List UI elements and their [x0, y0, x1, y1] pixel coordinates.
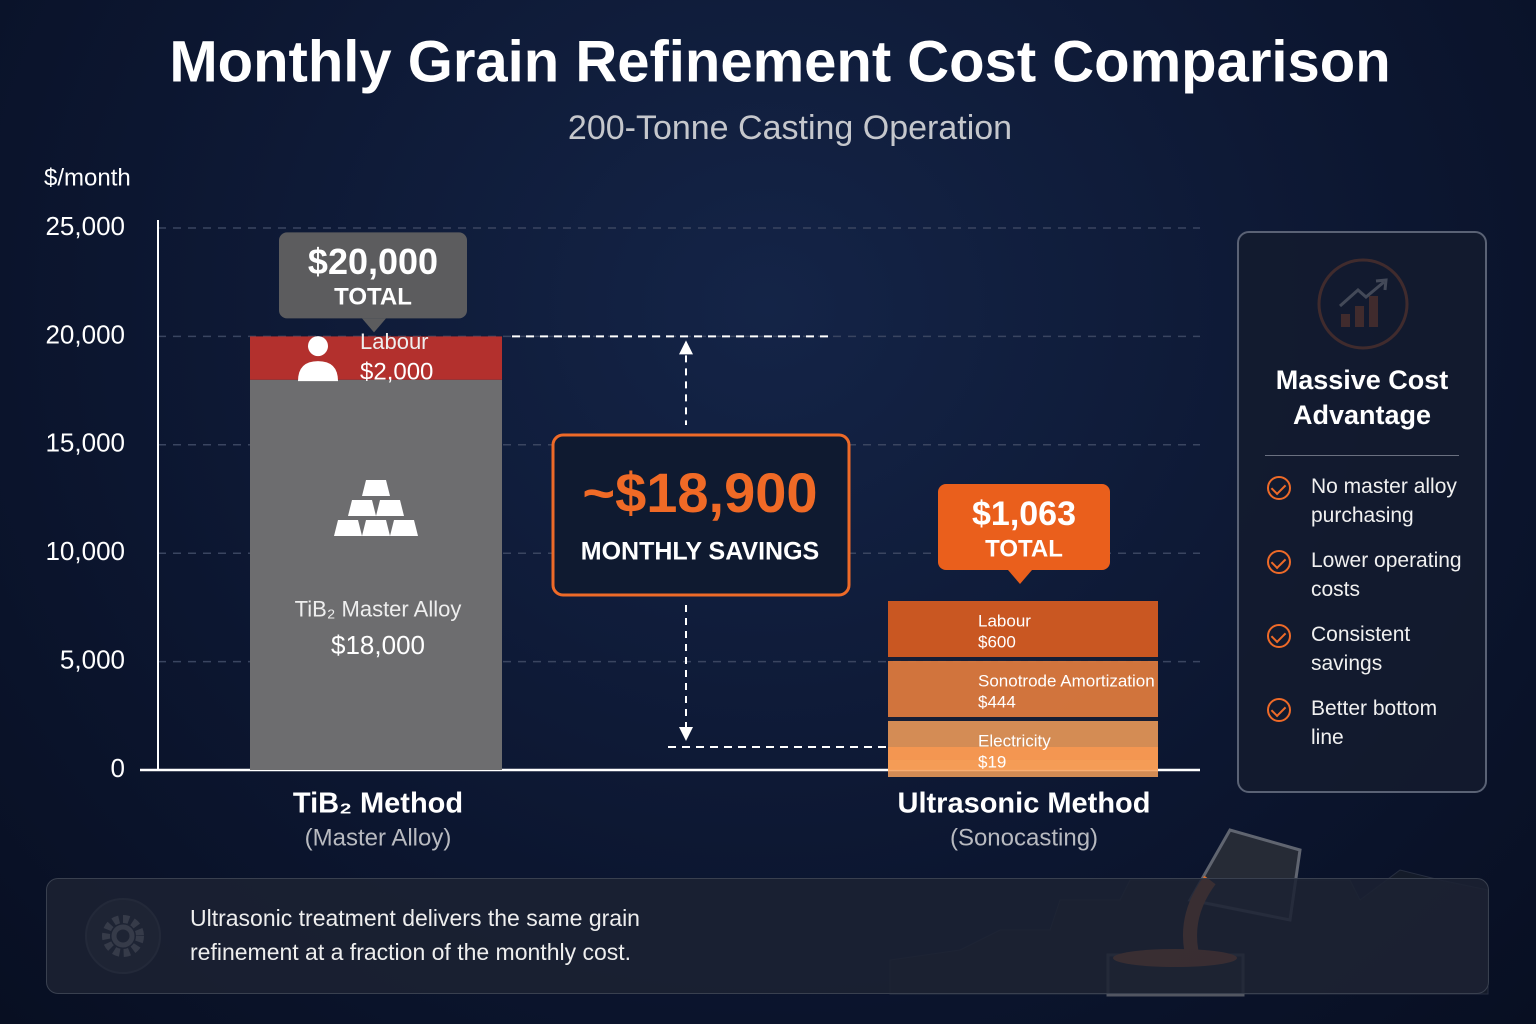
segment-key [888, 661, 1158, 717]
total-value: $1,063 [972, 495, 1076, 533]
gold-bar [390, 520, 418, 536]
segment-key [888, 601, 1158, 657]
arrow-head [679, 340, 693, 355]
y-tick-label: 10,000 [45, 536, 125, 566]
segment-name: Labour [978, 611, 1031, 630]
arrow-head [679, 726, 693, 741]
category-label: Ultrasonic Method [898, 788, 1151, 820]
y-tick-label: 25,000 [45, 211, 125, 241]
y-axis-label: $/month [44, 164, 131, 191]
gold-bar [362, 480, 390, 496]
category-subtitle: (Master Alloy) [305, 824, 452, 851]
gold-bar [334, 520, 362, 536]
total-label: TOTAL [985, 535, 1063, 562]
bar-segment [250, 336, 502, 380]
segment-key [888, 721, 1158, 777]
worker-icon [308, 336, 328, 357]
savings-value: ~$18,900 [582, 461, 817, 524]
gold-bar [376, 500, 404, 516]
total-callout [279, 232, 467, 319]
total-label: TOTAL [334, 284, 412, 311]
callout-pointer [1008, 570, 1032, 584]
benefit-list: No master alloy purchasing Lower operati… [1239, 472, 1485, 752]
segment-value: $600 [978, 632, 1016, 651]
gold-bar [348, 500, 376, 516]
side-panel: Massive Cost Advantage No master alloy p… [1237, 231, 1487, 793]
savings-box [551, 433, 851, 597]
callout-pointer [362, 318, 386, 333]
divider [1265, 455, 1459, 456]
segment-value: $19 [978, 752, 1006, 771]
y-tick-label: 20,000 [45, 319, 125, 349]
panel-title: Massive Cost Advantage [1275, 365, 1449, 430]
total-callout [938, 484, 1110, 570]
segment-name: Labour [360, 329, 429, 354]
bar-segment [250, 379, 502, 770]
benefit-item: Lower operating costs [1267, 546, 1469, 604]
segment-name: Sonotrode Amortization [978, 671, 1155, 690]
category-subtitle: (Sonocasting) [950, 824, 1098, 851]
segment-value: $444 [978, 692, 1016, 711]
savings-label: MONTHLY SAVINGS [581, 538, 819, 566]
footer: Ultrasonic treatment delivers the same g… [46, 878, 1489, 994]
category-label: TiB₂ Method [293, 788, 463, 820]
benefit-item: Better bottom line [1267, 694, 1469, 752]
gold-bars-icon [334, 480, 418, 536]
benefit-item: No master alloy purchasing [1267, 472, 1469, 530]
footer-text: Ultrasonic treatment delivers the same g… [190, 905, 640, 965]
segment-value: $18,000 [331, 630, 425, 660]
total-value: $20,000 [308, 241, 438, 282]
segment-name: Electricity [978, 731, 1051, 750]
worker-icon [298, 361, 338, 382]
y-tick-label: 0 [111, 753, 125, 783]
gold-bar [362, 520, 390, 536]
benefit-item: Consistent savings [1267, 620, 1469, 678]
y-tick-label: 5,000 [60, 644, 125, 674]
segment-value: $2,000 [360, 358, 433, 385]
chart-title: Monthly Grain Refinement Cost Comparison [169, 29, 1390, 94]
chart-subtitle: 200-Tonne Casting Operation [568, 109, 1012, 147]
y-tick-label: 15,000 [45, 428, 125, 458]
segment-name: TiB₂ Master Alloy [295, 597, 462, 622]
